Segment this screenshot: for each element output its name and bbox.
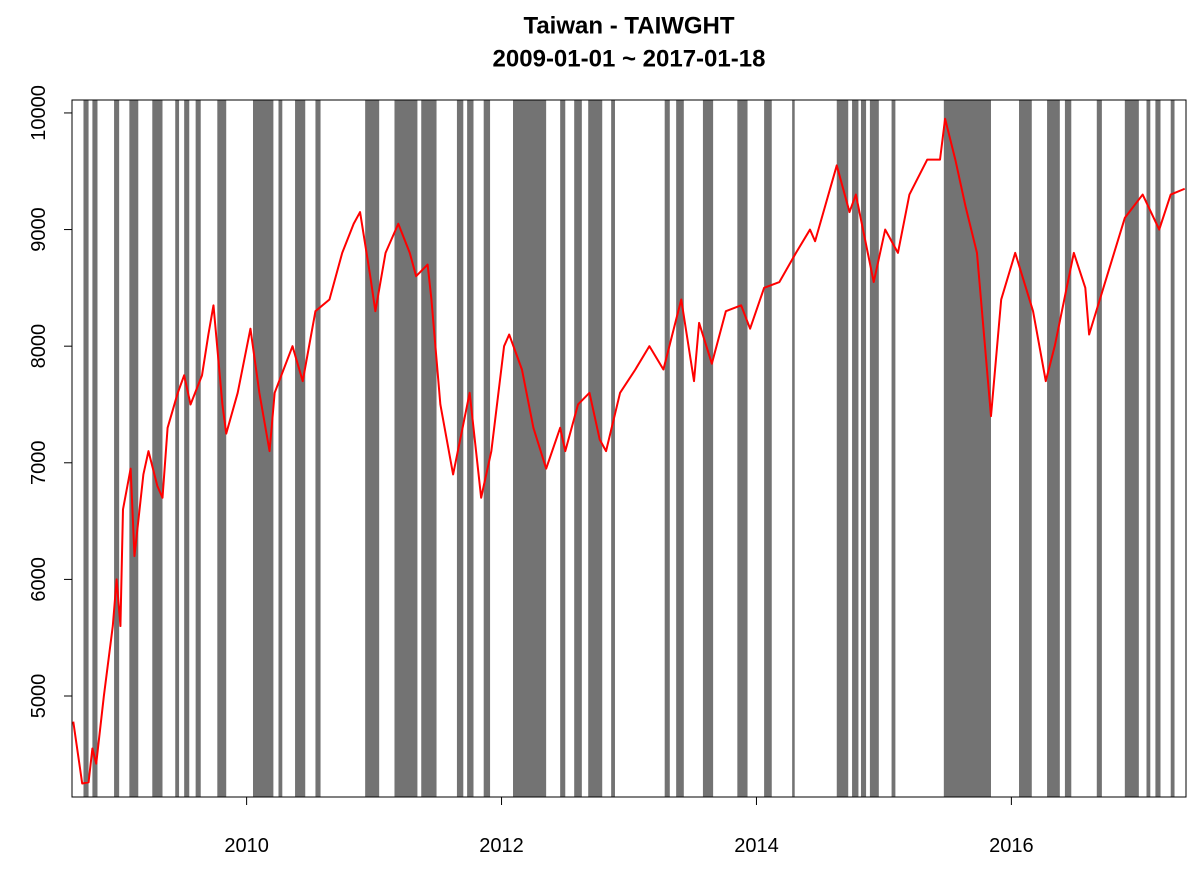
shaded-period xyxy=(611,100,615,797)
shaded-period xyxy=(1170,100,1175,797)
shaded-period xyxy=(869,100,879,797)
shaded-period xyxy=(588,100,603,797)
shaded-period xyxy=(737,100,748,797)
chart-subtitle: 2009-01-01 ~ 2017-01-18 xyxy=(493,45,766,72)
shaded-period xyxy=(175,100,180,797)
shaded-period xyxy=(676,100,684,797)
shaded-period xyxy=(513,100,547,797)
shaded-period xyxy=(852,100,859,797)
shaded-period xyxy=(1019,100,1032,797)
shaded-period xyxy=(1047,100,1060,797)
x-tick-label: 2012 xyxy=(479,835,524,857)
shaded-period xyxy=(483,100,491,797)
shaded-period xyxy=(1155,100,1161,797)
shaded-period xyxy=(421,100,437,797)
shaded-period xyxy=(295,100,306,797)
shaded-period xyxy=(83,100,89,797)
shaded-period xyxy=(836,100,849,797)
plot-frame xyxy=(71,99,1187,798)
shaded-period xyxy=(195,100,201,797)
shaded-period xyxy=(1146,100,1151,797)
shaded-period xyxy=(664,100,670,797)
x-tick-label: 2016 xyxy=(989,835,1034,857)
shaded-period xyxy=(217,100,227,797)
y-tick-label: 9000 xyxy=(28,207,50,252)
y-tick-label: 8000 xyxy=(28,324,50,369)
shaded-period xyxy=(764,100,772,797)
shaded-period xyxy=(891,100,896,797)
shaded-period xyxy=(574,100,582,797)
shaded-period xyxy=(252,100,274,797)
shaded-period xyxy=(560,100,566,797)
shaded-period xyxy=(365,100,380,797)
y-tick-label: 6000 xyxy=(28,557,50,602)
shaded-period xyxy=(943,100,991,797)
plot-area xyxy=(83,100,1175,797)
shaded-period xyxy=(278,100,283,797)
x-tick-label: 2010 xyxy=(224,835,269,857)
x-tick-label: 2014 xyxy=(734,835,779,857)
shaded-period xyxy=(860,100,867,797)
shaded-period xyxy=(129,100,139,797)
shaded-period xyxy=(394,100,418,797)
shaded-period xyxy=(1096,100,1102,797)
shaded-period xyxy=(456,100,464,797)
shaded-period xyxy=(702,100,714,797)
shaded-period xyxy=(1124,100,1139,797)
shaded-period xyxy=(792,100,795,797)
shaded-period xyxy=(467,100,474,797)
shaded-period xyxy=(1064,100,1072,797)
chart-title: Taiwan - TAIWGHT xyxy=(523,12,734,39)
y-tick-label: 5000 xyxy=(28,674,50,719)
y-tick-label: 7000 xyxy=(28,441,50,486)
shaded-period xyxy=(184,100,190,797)
shaded-period xyxy=(114,100,120,797)
shaded-period xyxy=(152,100,163,797)
shaded-period xyxy=(315,100,321,797)
line-series xyxy=(72,117,1186,785)
shaded-period xyxy=(92,100,98,797)
y-tick-label: 10000 xyxy=(28,85,50,141)
